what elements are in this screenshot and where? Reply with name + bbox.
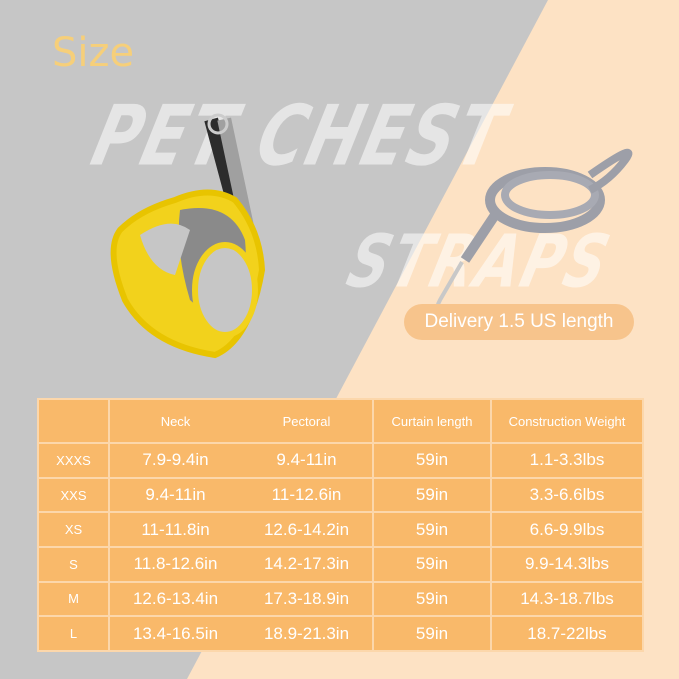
curtain-length-cell: 59in (372, 615, 492, 652)
neck-pectoral-cell: 11-11.8in 12.6-14.2in (108, 511, 374, 549)
size-cell: S (37, 546, 110, 583)
leash-image (434, 148, 633, 320)
pectoral-cell: 18.9-21.3in (263, 623, 350, 643)
weight-cell: 18.7-22lbs (490, 615, 644, 652)
product-images (110, 113, 633, 359)
delivery-length-badge: Delivery 1.5 US length (404, 304, 634, 340)
weight-cell: 9.9-14.3lbs (490, 546, 644, 583)
size-cell: XS (37, 511, 110, 549)
header-curtain-length: Curtain length (372, 397, 492, 445)
pectoral-cell: 11-12.6in (271, 485, 342, 505)
table-row: S 11.8-12.6in 14.2-17.3in 59in 9.9-14.3lb… (37, 546, 644, 583)
header-weight: Construction Weight (490, 397, 644, 445)
page-title: Size (52, 30, 135, 76)
neck-cell: 11.8-12.6in (133, 554, 218, 574)
curtain-length-cell: 59in (372, 511, 492, 549)
neck-pectoral-cell: 12.6-13.4in 17.3-18.9in (108, 580, 374, 618)
header-pectoral: Pectoral (282, 413, 331, 429)
neck-pectoral-cell: 13.4-16.5in 18.9-21.3in (108, 615, 374, 652)
table-header-row: Neck Pectoral Curtain length Construction… (37, 397, 644, 445)
table-row: XXXS 7.9-9.4in 9.4-11in 59in 1.1-3.3lbs (37, 442, 644, 479)
neck-pectoral-cell: 11.8-12.6in 14.2-17.3in (108, 546, 374, 583)
size-cell: L (37, 615, 110, 652)
harness-image (110, 113, 266, 359)
weight-cell: 6.6-9.9lbs (490, 511, 644, 549)
curtain-length-cell: 59in (372, 476, 492, 514)
neck-cell: 13.4-16.5in (132, 623, 219, 643)
neck-pectoral-cell: 7.9-9.4in 9.4-11in (108, 442, 374, 479)
curtain-length-cell: 59in (372, 580, 492, 618)
weight-cell: 1.1-3.3lbs (490, 442, 644, 479)
table-row: XXS 9.4-11in 11-12.6in 59in 3.3-6.6lbs (37, 476, 644, 514)
weight-cell: 14.3-18.7lbs (490, 580, 644, 618)
header-neck: Neck (160, 413, 191, 429)
pectoral-cell: 17.3-18.9in (263, 588, 350, 608)
pectoral-cell: 12.6-14.2in (263, 519, 350, 539)
table-row: L 13.4-16.5in 18.9-21.3in 59in 18.7-22lbs (37, 615, 644, 652)
weight-cell: 3.3-6.6lbs (490, 476, 644, 514)
pectoral-cell: 9.4-11in (276, 450, 337, 470)
neck-cell: 11-11.8in (141, 519, 210, 539)
header-size (37, 397, 110, 445)
neck-cell: 12.6-13.4in (132, 588, 219, 608)
size-cell: XXXS (37, 442, 110, 479)
table-row: M 12.6-13.4in 17.3-18.9in 59in 14.3-18.7l… (37, 580, 644, 618)
size-cell: M (37, 580, 110, 618)
size-cell: XXS (37, 476, 110, 514)
curtain-length-cell: 59in (372, 442, 492, 479)
neck-cell: 7.9-9.4in (142, 450, 209, 470)
table-row: XS 11-11.8in 12.6-14.2in 59in 6.6-9.9lbs (37, 511, 644, 549)
neck-pectoral-cell: 9.4-11in 11-12.6in (108, 476, 374, 514)
header-neck-pectoral: Neck Pectoral (108, 397, 374, 445)
pectoral-cell: 14.2-17.3in (263, 554, 350, 574)
size-table: Neck Pectoral Curtain length Construction… (37, 397, 644, 652)
curtain-length-cell: 59in (372, 546, 492, 583)
neck-cell: 9.4-11in (145, 485, 206, 505)
